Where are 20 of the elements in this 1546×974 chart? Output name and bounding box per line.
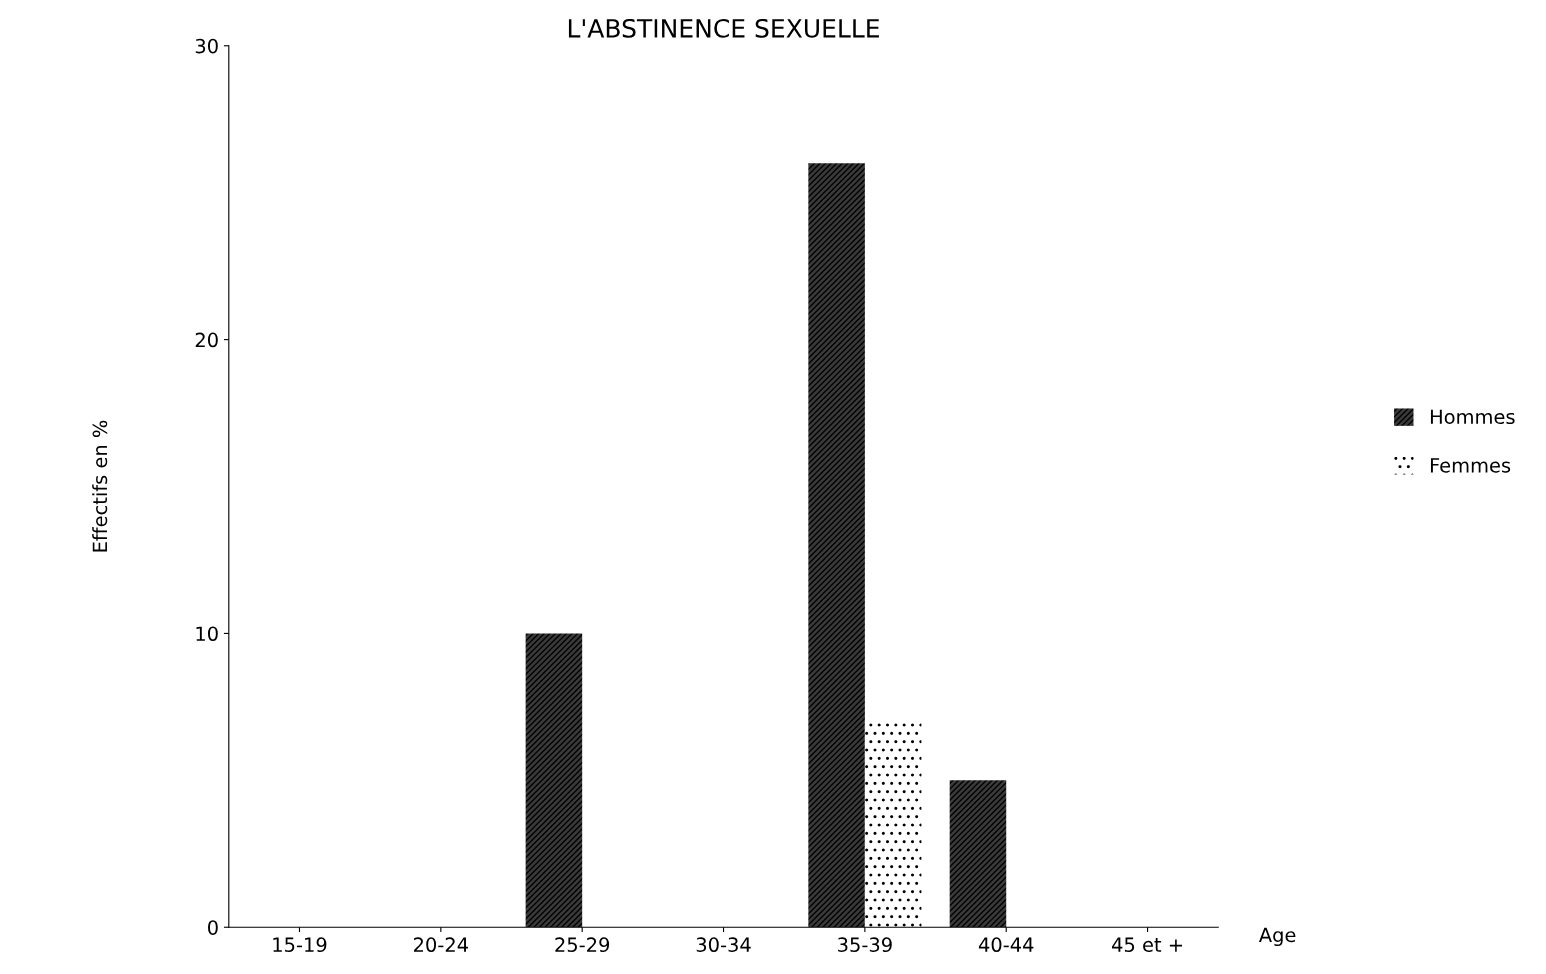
x-tick-label: 30-34 (696, 937, 751, 953)
chart-title: L'ABSTINENCE SEXUELLE (568, 18, 879, 38)
x-tick-label: 35-39 (838, 937, 892, 953)
legend-label: Femmes (1430, 458, 1511, 473)
x-tick-label: 40-44 (978, 937, 1034, 953)
x-axis-title: Age (1258, 927, 1296, 947)
x-tick-label: 15-19 (273, 937, 327, 953)
x-tick-label: 45 et + (1112, 937, 1182, 953)
bar (864, 721, 922, 928)
y-tick-label: 20 (195, 332, 218, 348)
y-axis-title: Effectifs en % (92, 420, 108, 552)
legend-label: Hommes (1430, 409, 1515, 425)
bar (808, 163, 865, 928)
y-tick-label: 0 (208, 920, 218, 935)
bar (525, 633, 583, 928)
bar (949, 780, 1007, 928)
y-tick-label: 30 (195, 38, 218, 54)
y-tick-label: 10 (196, 626, 218, 642)
x-tick-label: 25-29 (555, 937, 610, 953)
x-tick-label: 20-24 (414, 937, 468, 953)
